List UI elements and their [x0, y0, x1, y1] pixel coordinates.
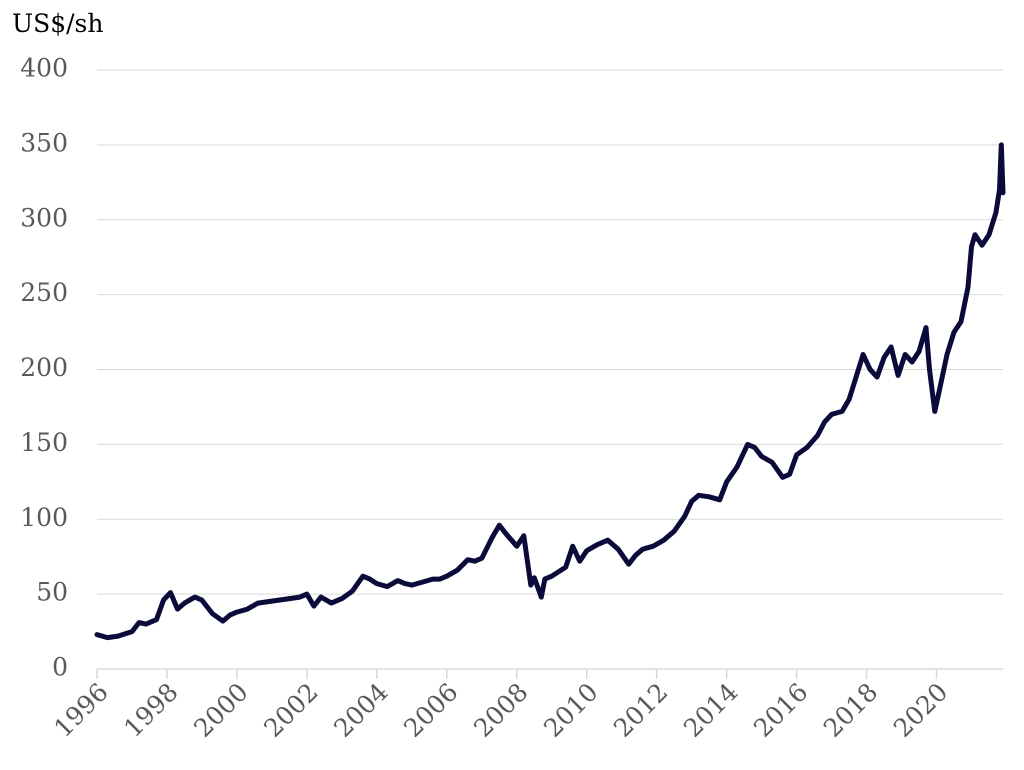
y-tick-label: 400 [20, 54, 68, 83]
x-tick-label: 2004 [328, 677, 393, 742]
x-tick-label: 2010 [538, 677, 603, 742]
x-tick-label: 2018 [818, 677, 883, 742]
x-tick-label: 2016 [748, 677, 813, 742]
y-tick-label: 150 [20, 428, 68, 457]
series-layer [94, 142, 1006, 641]
y-tick-label: 250 [20, 278, 68, 307]
x-tick-label: 2000 [188, 677, 253, 742]
x-tick-label: 2012 [608, 677, 673, 742]
series-line [94, 142, 1006, 641]
y-tick-label: 0 [52, 653, 68, 682]
gridlines [97, 69, 1003, 595]
x-axis-tick-labels: 1996 1998 2000 2002 2004 2006 2008 2010 2012 2014… [48, 677, 953, 742]
x-tick-label: 1998 [118, 677, 183, 742]
y-axis-unit-label: US$/sh [12, 9, 103, 38]
x-tick-label: 2008 [468, 677, 533, 742]
y-axis-tick-labels: 0 50 100 150 200 250 300 350 400 [20, 54, 68, 682]
y-tick-label: 300 [20, 203, 68, 232]
x-tick-label: 2002 [258, 677, 323, 742]
y-tick-label: 50 [36, 578, 68, 607]
x-tick-label: 2014 [678, 677, 743, 742]
y-tick-label: 100 [20, 503, 68, 532]
x-axis [96, 668, 1003, 679]
x-tick-label: 2020 [888, 677, 953, 742]
y-tick-label: 350 [20, 128, 68, 157]
x-tick-label: 2006 [398, 677, 463, 742]
y-tick-label: 200 [20, 353, 68, 382]
x-tick-label: 1996 [48, 677, 113, 742]
